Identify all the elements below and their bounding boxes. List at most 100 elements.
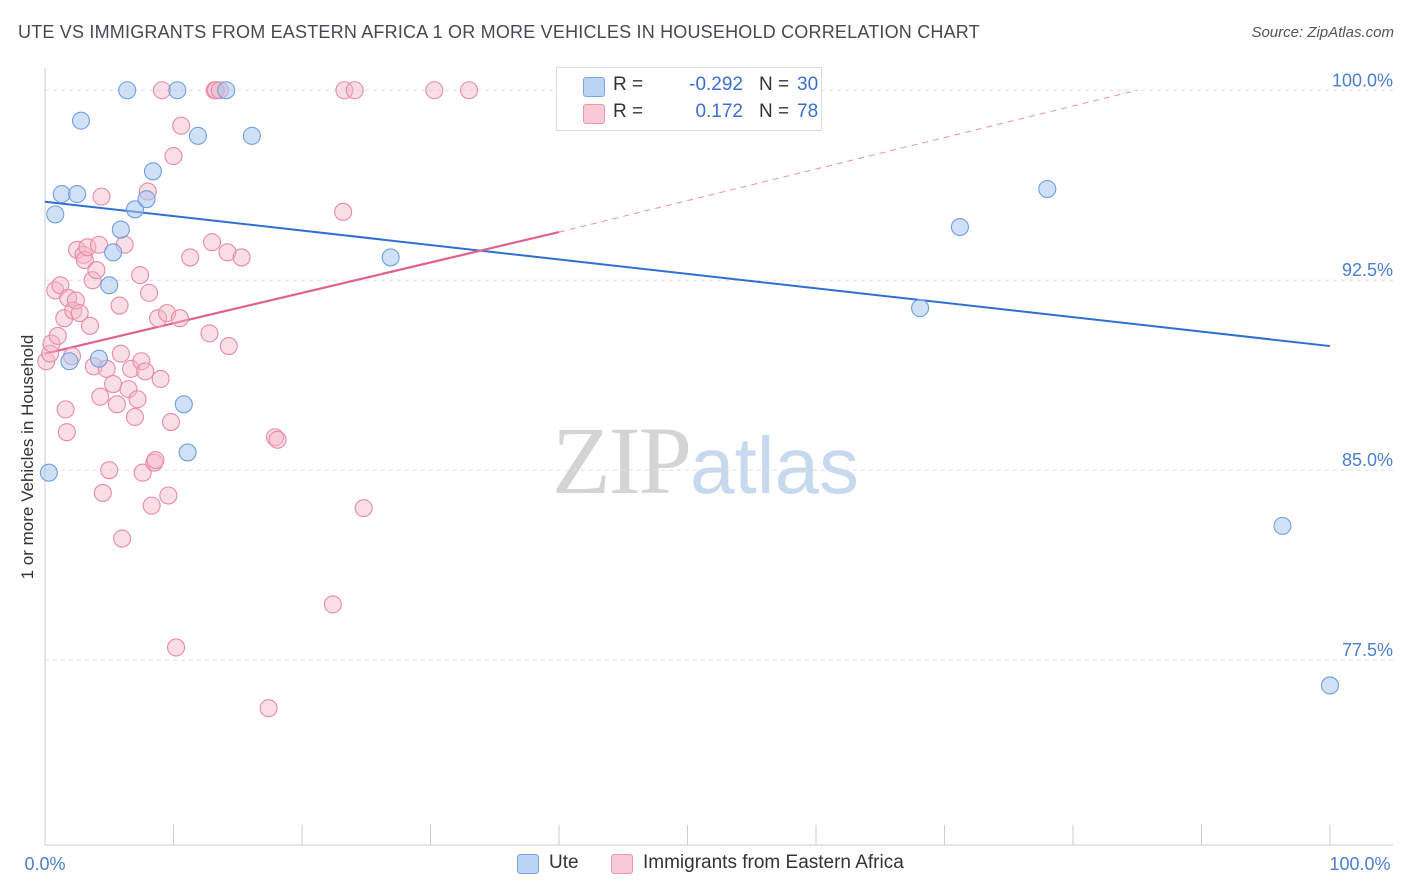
axes	[44, 68, 1393, 846]
y-tick-label: 92.5%	[1342, 260, 1393, 280]
data-point-ute	[100, 276, 119, 295]
data-point-ute	[911, 299, 930, 318]
data-point-eastern-africa	[159, 486, 178, 505]
data-point-eastern-africa	[133, 463, 152, 482]
data-point-ute	[950, 217, 969, 237]
data-point-ute	[89, 349, 109, 368]
data-point-eastern-africa	[170, 309, 189, 328]
series-ute-points	[39, 81, 1340, 695]
legend-n-value: 30	[797, 74, 819, 95]
data-point-ute	[118, 81, 137, 100]
x-tick-label: 0.0%	[24, 854, 65, 874]
data-point-ute	[174, 395, 193, 414]
data-point-eastern-africa	[152, 81, 171, 100]
data-point-eastern-africa	[93, 483, 112, 503]
data-point-eastern-africa	[100, 461, 119, 480]
data-point-eastern-africa	[70, 304, 89, 323]
data-point-eastern-africa	[345, 81, 364, 100]
data-point-eastern-africa	[268, 430, 287, 449]
data-point-eastern-africa	[83, 271, 102, 290]
data-point-ute	[137, 190, 156, 209]
data-point-eastern-africa	[334, 202, 353, 221]
data-point-ute	[217, 81, 236, 100]
stats-legend: R = -0.292 N = 30 R = 0.172 N = 78	[556, 67, 822, 131]
data-point-eastern-africa	[172, 116, 191, 135]
y-axis-title: 1 or more Vehicles in Household	[18, 335, 37, 580]
watermark: ZIPatlas	[552, 405, 859, 516]
trend-extension-eastern-africa	[558, 89, 1138, 233]
data-point-eastern-africa	[425, 81, 444, 100]
data-point-eastern-africa	[80, 316, 100, 335]
data-point-eastern-africa	[354, 499, 373, 518]
data-point-eastern-africa	[113, 529, 132, 548]
data-point-ute	[1320, 676, 1340, 695]
data-point-eastern-africa	[48, 326, 67, 345]
legend-n-label: N =	[759, 74, 790, 95]
y-tick-label: 77.5%	[1342, 640, 1393, 660]
data-point-eastern-africa	[111, 344, 130, 363]
data-point-ute	[39, 463, 58, 482]
data-point-eastern-africa	[142, 496, 161, 515]
legend-r-label: R =	[613, 101, 644, 122]
data-point-ute	[143, 162, 162, 181]
data-point-eastern-africa	[335, 81, 354, 100]
legend-label-ute: Ute	[549, 852, 579, 873]
data-point-ute	[125, 200, 144, 219]
legend-r-value: 0.172	[695, 101, 743, 122]
data-point-eastern-africa	[140, 283, 159, 302]
data-point-ute	[188, 126, 207, 145]
data-point-ute	[52, 185, 71, 204]
data-point-eastern-africa	[131, 266, 150, 285]
legend-swatch-eastern-africa	[611, 854, 633, 874]
legend-r-value: -0.292	[689, 74, 743, 95]
data-point-eastern-africa	[203, 233, 222, 252]
legend-swatch-ute	[583, 77, 605, 97]
data-point-eastern-africa	[323, 595, 342, 614]
data-point-ute	[178, 443, 197, 462]
data-point-eastern-africa	[167, 638, 186, 657]
data-point-eastern-africa	[91, 387, 110, 406]
legend-label-eastern-africa: Immigrants from Eastern Africa	[643, 852, 904, 873]
legend-n-label: N =	[759, 101, 790, 122]
x-tick-label: 100.0%	[1329, 854, 1390, 874]
legend-r-label: R =	[613, 74, 644, 95]
data-point-eastern-africa	[125, 407, 144, 427]
data-point-eastern-africa	[122, 359, 141, 378]
data-point-eastern-africa	[119, 380, 138, 399]
data-point-ute	[1273, 516, 1292, 535]
data-point-eastern-africa	[87, 261, 106, 280]
data-point-eastern-africa	[146, 450, 165, 470]
data-point-eastern-africa	[42, 334, 61, 353]
data-point-ute	[381, 248, 400, 267]
data-point-ute	[60, 352, 79, 371]
data-point-eastern-africa	[128, 390, 147, 409]
data-point-eastern-africa	[218, 243, 237, 262]
data-point-eastern-africa	[149, 309, 168, 328]
data-point-eastern-africa	[232, 248, 251, 267]
data-point-eastern-africa	[200, 324, 219, 343]
trend-line-ute	[44, 200, 1331, 348]
data-point-ute	[111, 220, 130, 239]
data-point-eastern-africa	[164, 147, 183, 166]
data-point-ute	[46, 205, 65, 224]
data-point-eastern-africa	[89, 235, 109, 254]
series-legend: Ute Immigrants from Eastern Africa	[0, 852, 1406, 878]
watermark-zip: ZIP	[552, 407, 692, 514]
legend-n-value: 78	[797, 101, 819, 122]
data-point-ute	[168, 81, 187, 100]
source-label: Source: ZipAtlas.com	[1251, 24, 1394, 41]
data-point-eastern-africa	[132, 352, 151, 371]
data-point-eastern-africa	[181, 248, 200, 267]
gridlines	[45, 89, 1393, 661]
chart-title: UTE VS IMMIGRANTS FROM EASTERN AFRICA 1 …	[18, 22, 980, 42]
data-point-ute	[242, 126, 261, 145]
data-point-eastern-africa	[92, 187, 111, 206]
data-point-eastern-africa	[57, 423, 76, 442]
data-point-eastern-africa	[136, 362, 155, 381]
data-point-eastern-africa	[56, 400, 75, 419]
y-tick-label: 100.0%	[1332, 70, 1393, 90]
axis-labels: 77.5% 85.0% 92.5% 100.0% 0.0% 100.0% 1 or more…	[18, 70, 1393, 874]
legend-swatch-ute	[517, 854, 539, 874]
series-eastern-africa-points	[37, 81, 479, 718]
